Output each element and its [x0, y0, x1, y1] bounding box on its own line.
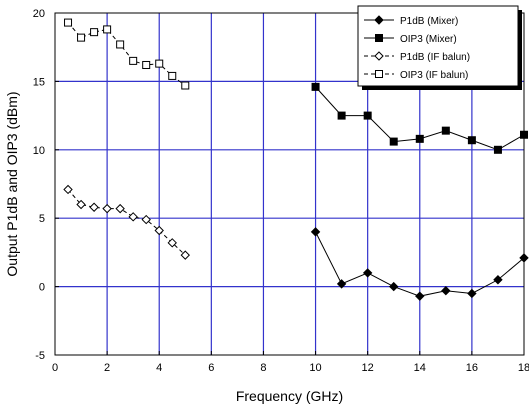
x-axis-title: Frequency (GHz) — [236, 388, 343, 404]
data-point — [441, 126, 450, 135]
x-tick-label: 8 — [260, 362, 266, 374]
data-point — [167, 238, 177, 248]
data-point — [155, 59, 164, 68]
x-tick-label: 10 — [309, 362, 321, 374]
y-tick-label: 10 — [33, 145, 45, 157]
data-point — [181, 81, 190, 90]
legend-label: P1dB (Mixer) — [400, 16, 458, 27]
data-point — [129, 56, 138, 65]
data-point — [102, 203, 112, 214]
x-tick-label: 12 — [362, 362, 374, 374]
y-tick-label: -5 — [35, 350, 45, 362]
legend-marker — [374, 51, 384, 61]
x-tick-label: 16 — [466, 362, 478, 374]
y-axis-title: Output P1dB and OIP3 (dBm) — [4, 91, 20, 276]
series-0 — [310, 227, 529, 301]
legend-marker — [375, 34, 383, 42]
series-layer — [63, 18, 529, 301]
legend-label: P1dB (IF balun) — [400, 52, 470, 63]
data-point — [389, 137, 398, 146]
data-point — [415, 291, 425, 301]
data-point — [63, 184, 73, 195]
data-point — [142, 60, 151, 69]
data-point — [168, 71, 177, 80]
data-point — [89, 202, 99, 212]
data-point — [337, 111, 346, 120]
data-point — [441, 285, 451, 296]
data-point — [180, 250, 190, 260]
data-point — [115, 203, 125, 214]
legend-marker — [375, 70, 383, 78]
data-point — [363, 111, 372, 120]
data-point — [64, 18, 73, 27]
data-point — [128, 212, 138, 222]
data-point — [493, 145, 502, 154]
series-1 — [311, 82, 528, 154]
data-point — [154, 225, 164, 236]
legend: P1dB (Mixer) OIP3 (Mixer) P1dB (IF balun) O… — [357, 5, 522, 90]
series-2 — [63, 184, 190, 260]
data-point — [415, 134, 424, 143]
y-tick-label: 5 — [39, 213, 45, 225]
series-3 — [64, 18, 190, 90]
series-line — [67, 189, 186, 256]
legend-label: OIP3 (Mixer) — [400, 34, 457, 45]
data-point — [336, 279, 347, 289]
x-tick-label: 14 — [414, 362, 426, 374]
y-tick-label: 0 — [39, 282, 45, 294]
data-point — [389, 281, 399, 292]
data-point — [76, 199, 86, 210]
data-point — [519, 253, 529, 263]
x-tick-label: 2 — [104, 362, 110, 374]
data-point — [116, 40, 125, 49]
legend-box — [357, 5, 519, 87]
data-point — [310, 227, 321, 237]
x-tick-label: 4 — [156, 362, 162, 374]
series-line — [67, 22, 186, 86]
data-point — [467, 288, 477, 299]
y-tick-label: 15 — [33, 76, 45, 88]
data-point — [141, 214, 151, 225]
data-point — [520, 130, 528, 139]
plot-frame — [54, 12, 525, 356]
data-point — [311, 82, 320, 91]
legend-label: OIP3 (IF balun) — [400, 70, 468, 81]
x-tick-label: 0 — [52, 362, 58, 374]
y-tick-label: 20 — [33, 8, 45, 20]
data-point — [90, 28, 99, 37]
data-point — [493, 275, 503, 285]
data-point — [103, 25, 112, 34]
x-tick-label: 18 — [518, 362, 529, 374]
legend-marker — [374, 15, 384, 25]
data-point — [362, 268, 373, 278]
data-point — [467, 136, 476, 145]
axis-ticks: 0 2 4 6 8 10 12 14 16 18 -5 0 5 10 15 20 — [33, 8, 529, 374]
x-tick-label: 6 — [208, 362, 214, 374]
data-point — [77, 33, 86, 42]
